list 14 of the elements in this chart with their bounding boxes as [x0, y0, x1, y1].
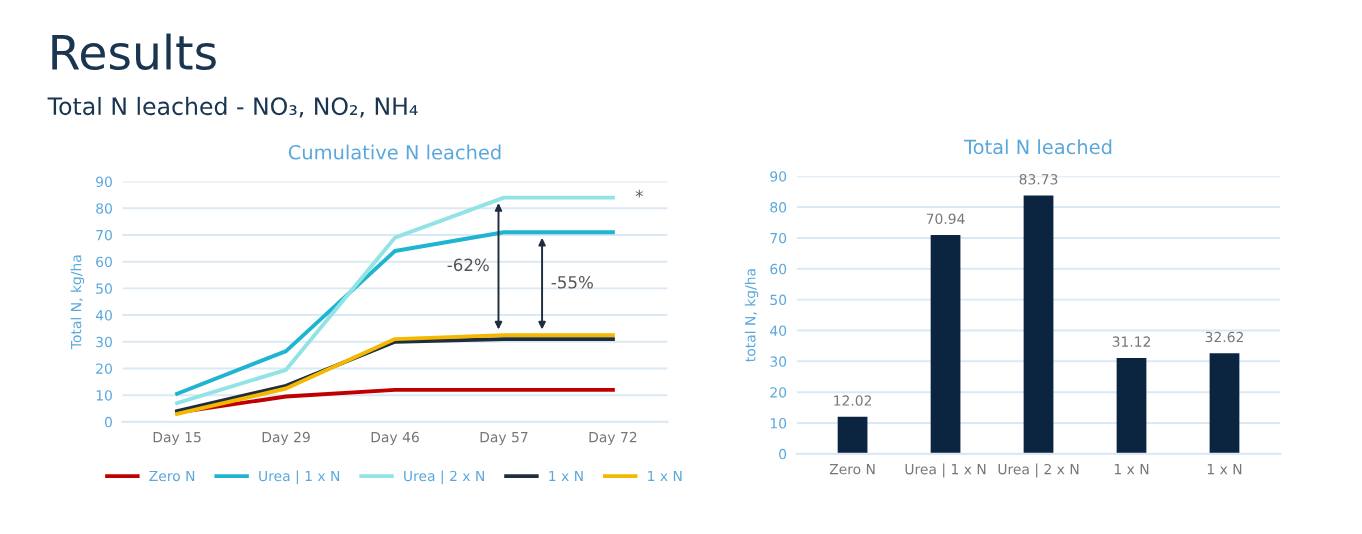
bar	[930, 235, 961, 454]
chart-title: Total N leached	[964, 139, 1112, 155]
bar	[837, 416, 868, 454]
line-series	[175, 230, 615, 396]
chart-title: Cumulative N leached	[288, 144, 501, 160]
text: Results	[52, 33, 216, 71]
bar	[1116, 357, 1147, 454]
annotation: *	[635, 189, 643, 198]
bar	[1209, 353, 1240, 454]
line-series	[175, 195, 615, 406]
bar	[1023, 195, 1054, 454]
annotation: -55%	[551, 275, 593, 289]
text: Total N leached - NO₃, NO₂, NH₄	[47, 96, 418, 118]
annotation: -62%	[447, 258, 489, 272]
